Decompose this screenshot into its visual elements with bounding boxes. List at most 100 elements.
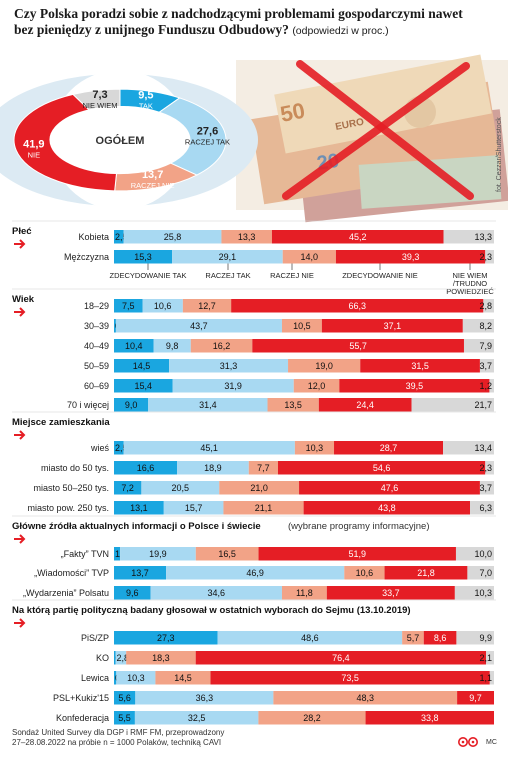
bar-value-label: 2,3 — [479, 463, 492, 473]
bar-row: PSL+Kukiz'15 5,6 36,3 48,3 9,7 — [53, 691, 494, 705]
bar-value-label: 7,5 — [122, 301, 135, 311]
row-label: miasto do 50 tys. — [41, 463, 109, 473]
bar-value-label: 20,5 — [172, 483, 190, 493]
euro-banknotes-photo: 5020EURO — [236, 54, 508, 223]
section-1: Wiek18–297,510,612,766,32,830–390,543,71… — [12, 288, 496, 412]
bar-row: 60–69 15,4 31,9 12,0 39,5 1,2 — [84, 379, 494, 393]
bar-value-label: 3,7 — [479, 361, 492, 371]
bar-value-label: 43,7 — [190, 321, 208, 331]
bar-segment — [148, 398, 268, 412]
bar-segment — [134, 711, 259, 725]
bar-segment — [141, 481, 220, 495]
bar-segment — [467, 566, 494, 580]
bar-segment — [114, 461, 178, 475]
bar-segment — [155, 671, 211, 685]
bar-segment — [282, 250, 336, 264]
bar-value-label: 13,3 — [238, 232, 256, 242]
bar-segment — [114, 359, 170, 373]
bar-segment — [463, 339, 494, 353]
source-note: Sondaż United Survey dla DGP i RMF FM, p… — [12, 728, 312, 748]
banknote-denomination: 50 — [278, 98, 307, 127]
banknote-shape — [274, 54, 492, 154]
bar-segment — [123, 230, 222, 244]
bar-value-label: 21,8 — [417, 568, 435, 578]
bar-row: miasto do 50 tys. 16,6 18,9 7,7 54,6 2,3 — [41, 461, 494, 475]
bar-value-label: 45,2 — [349, 232, 367, 242]
bar-value-label: 18,3 — [152, 653, 170, 663]
bar-segment — [177, 461, 249, 475]
bar-value-label: 8,6 — [434, 633, 447, 643]
bar-value-label: 10,3 — [127, 673, 145, 683]
bar-row: wieś 2,5 45,1 10,3 28,7 13,4 — [90, 441, 494, 455]
bar-segment — [483, 299, 494, 313]
row-label: 70 i więcej — [67, 400, 109, 410]
bar-row: 30–390,543,710,537,18,2 — [84, 319, 494, 333]
bar-segment — [489, 379, 494, 393]
bar-row: Konfederacja 5,5 32,5 28,2 33,8 — [56, 711, 494, 725]
donut-value-label: 13,7 — [142, 169, 163, 181]
row-label: 40–49 — [84, 341, 109, 351]
bar-value-label: 2,8 — [479, 301, 492, 311]
bar-segment — [123, 441, 295, 455]
bar-value-label: 73,5 — [341, 673, 359, 683]
section-4: Na którą partię polityczną badany głosow… — [12, 599, 496, 725]
bar-segment — [485, 250, 494, 264]
bar-segment — [267, 398, 319, 412]
bar-value-label: 9,8 — [166, 341, 179, 351]
bar-value-label: 21,7 — [474, 400, 492, 410]
row-label: 50–59 — [84, 361, 109, 371]
donut-center-label: OGÓŁEM — [96, 134, 145, 147]
bar-value-label: 15,7 — [185, 503, 203, 513]
bar-segment — [479, 481, 494, 495]
bar-segment — [142, 299, 183, 313]
bar-segment — [479, 359, 494, 373]
bar-value-label: 2,5 — [115, 443, 128, 453]
bar-value-label: 3,7 — [479, 483, 492, 493]
bar-value-label: 7,2 — [121, 483, 134, 493]
bar-segment — [384, 566, 468, 580]
bar-value-label: 5,6 — [118, 693, 131, 703]
bar-segment — [166, 566, 345, 580]
bar-value-label: 13,3 — [474, 232, 492, 242]
bar-segment — [114, 250, 173, 264]
arrow-icon — [14, 618, 26, 628]
bar-value-label: 2,8 — [117, 653, 130, 663]
bar-value-label: 11,8 — [296, 588, 313, 598]
bar-value-label: 48,6 — [301, 633, 319, 643]
section-title: Główne źródła aktualnych informacji o Po… — [12, 521, 261, 532]
bar-value-label: 16,2 — [213, 341, 231, 351]
bar-value-label: 31,3 — [220, 361, 238, 371]
bar-segment — [303, 501, 471, 515]
row-label: miasto pow. 250 tys. — [27, 503, 109, 513]
section-title-note: (wybrane programy informacyjne) — [288, 521, 430, 532]
stacked-bar-chart: Płeć Kobieta 2,5 25,8 13,3 45,2 13,3 Mężczyzna 1… — [12, 220, 496, 725]
bar-segment — [150, 586, 282, 600]
bar-value-label: 46,9 — [246, 568, 264, 578]
legend: ZDECYDOWANIE TAK RACZEJ TAK RACZEJ NIE ZDEC… — [110, 263, 494, 296]
row-label: KO — [96, 653, 109, 663]
donut-category-label: TAK — [139, 102, 153, 111]
section-title: Miejsce zamieszkania — [12, 417, 110, 428]
legend-label: ZDECYDOWANIE NIE — [342, 271, 418, 280]
bar-segment — [116, 671, 156, 685]
row-label: 18–29 — [84, 301, 109, 311]
bar-value-label: 31,9 — [224, 381, 242, 391]
bar-value-label: 2,1 — [479, 653, 492, 663]
bar-segment — [248, 461, 278, 475]
bar-value-label: 5,7 — [407, 633, 420, 643]
bar-row: KO0,42,818,376,42,1 — [96, 651, 494, 665]
bar-segment — [114, 230, 124, 244]
donut-slice — [13, 93, 118, 192]
bar-segment — [326, 586, 455, 600]
bar-segment — [182, 299, 232, 313]
bar-segment — [365, 711, 494, 725]
bar-value-label: 6,3 — [479, 503, 492, 513]
bar-value-label: 12,7 — [198, 301, 216, 311]
section-2: Miejsce zamieszkania wieś 2,5 45,1 10,3 28,7 1… — [12, 411, 496, 515]
bar-value-label: 7,9 — [479, 341, 492, 351]
bar-value-label: 39,5 — [406, 381, 424, 391]
bar-segment — [115, 319, 282, 333]
bar-row: „Wydarzenia” Polsatu 9,6 34,6 11,8 33,7 10,3 — [23, 586, 494, 600]
bar-value-label: 2,5 — [115, 232, 128, 242]
